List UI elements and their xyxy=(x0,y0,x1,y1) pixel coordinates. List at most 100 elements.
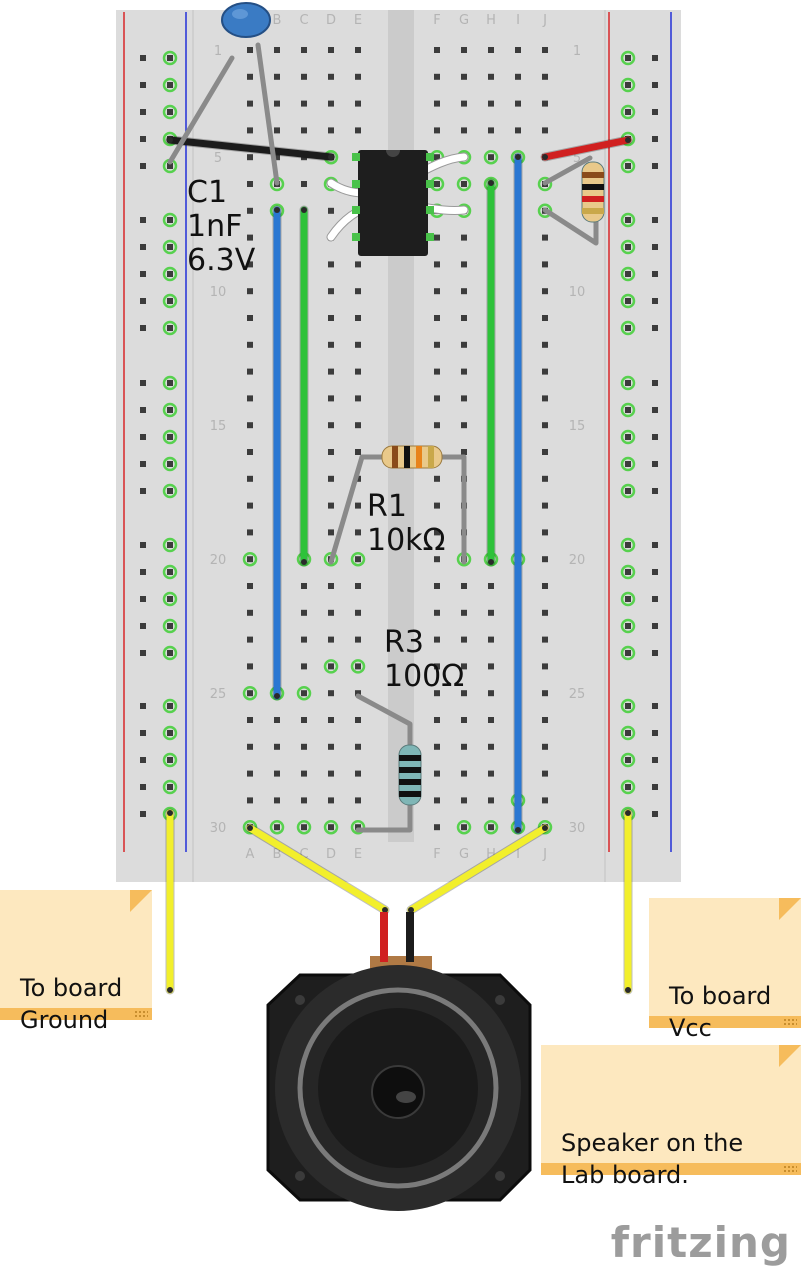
breadboard-hole xyxy=(355,368,361,375)
connected-hole-marker xyxy=(162,375,178,391)
breadboard-hole xyxy=(301,663,307,670)
note-grip xyxy=(783,1165,797,1173)
breadboard-hole xyxy=(274,154,280,161)
connected-hole-marker xyxy=(162,429,178,445)
rail-hole xyxy=(167,488,173,494)
breadboard-hole xyxy=(542,609,548,616)
rail-hole xyxy=(167,623,173,629)
rail-hole xyxy=(140,407,146,413)
r1-lead xyxy=(437,454,467,565)
breadboard-hole xyxy=(328,717,334,723)
column-label: C xyxy=(299,13,308,28)
breadboard-hole xyxy=(461,341,467,348)
row-label: 15 xyxy=(569,419,586,434)
breadboard-hole xyxy=(355,341,361,348)
capacitor-highlight xyxy=(232,9,248,19)
breadboard-hole xyxy=(461,636,467,643)
rail-hole xyxy=(625,569,631,575)
breadboard-hole xyxy=(355,717,361,723)
breadboard-hole xyxy=(247,395,253,402)
column-label: J xyxy=(542,13,547,28)
rail-hole xyxy=(140,811,146,817)
rail-hole xyxy=(140,55,146,61)
column-label: D xyxy=(326,847,336,862)
rail-hole xyxy=(167,407,173,413)
breadboard-hole xyxy=(434,288,440,295)
breadboard-hole xyxy=(355,288,361,295)
rail-hole xyxy=(652,325,658,331)
breadboard-hole xyxy=(542,690,548,697)
connected-hole-marker xyxy=(162,725,178,741)
breadboard-hole xyxy=(461,770,467,777)
breadboard-hole xyxy=(542,100,548,107)
column-label: D xyxy=(326,13,336,28)
column-label: A xyxy=(246,847,255,862)
rail-hole xyxy=(625,109,631,115)
breadboard-hole xyxy=(461,181,467,187)
wire-yellow-end xyxy=(167,987,173,993)
breadboard-hole xyxy=(328,449,334,455)
connected-hole-marker xyxy=(620,375,636,391)
breadboard-hole xyxy=(542,797,548,804)
note-speaker-text: Speaker on the Lab board. xyxy=(561,1129,744,1189)
breadboard-hole xyxy=(461,395,467,402)
rail-hole xyxy=(167,542,173,548)
breadboard-hole xyxy=(434,797,440,804)
connected-hole-marker xyxy=(620,429,636,445)
breadboard-hole xyxy=(542,341,548,348)
rail-hole xyxy=(140,623,146,629)
breadboard-hole xyxy=(542,261,548,268)
breadboard-hole xyxy=(328,207,334,214)
connected-hole-marker xyxy=(620,564,636,580)
rail-hole xyxy=(652,703,658,709)
connected-hole-marker xyxy=(350,819,366,835)
wire-blue-end xyxy=(515,154,521,160)
breadboard-hole xyxy=(301,583,307,589)
connected-hole-marker xyxy=(162,564,178,580)
breadboard-hole xyxy=(247,743,253,750)
column-label: J xyxy=(542,847,547,862)
capacitor-lead xyxy=(255,42,280,186)
wire-yellow-end xyxy=(408,907,414,913)
rail-hole xyxy=(625,271,631,277)
connected-hole-marker xyxy=(620,698,636,714)
breadboard-hole xyxy=(328,529,334,536)
breadboard-hole xyxy=(434,261,440,268)
breadboard-hole xyxy=(461,583,467,589)
r3-label: R3 100Ω xyxy=(384,625,465,694)
ic-notch xyxy=(386,150,400,157)
breadboard-hole xyxy=(542,770,548,777)
rail-hole xyxy=(625,542,631,548)
breadboard-hole xyxy=(488,717,494,723)
row-label: 1 xyxy=(573,44,581,59)
breadboard-hole xyxy=(301,73,307,80)
resistor-r2-band xyxy=(582,184,604,190)
rail-hole xyxy=(140,461,146,467)
wire-black xyxy=(166,136,335,161)
wire-yellow xyxy=(246,824,389,914)
breadboard-hole xyxy=(355,47,361,53)
rail-hole xyxy=(652,82,658,88)
rail-hole xyxy=(167,217,173,223)
breadboard-hole xyxy=(355,743,361,750)
breadboard-hole xyxy=(434,770,440,777)
wire-yellow-end xyxy=(542,825,548,831)
rail-hole xyxy=(625,217,631,223)
connected-hole-marker xyxy=(620,293,636,309)
connected-hole-marker xyxy=(296,819,312,835)
connected-hole-marker xyxy=(620,104,636,120)
column-label: B xyxy=(273,13,282,28)
ic-pin xyxy=(426,180,434,188)
rail-hole xyxy=(652,461,658,467)
breadboard-hole xyxy=(274,770,280,777)
breadboard-hole xyxy=(247,690,253,697)
rail-hole xyxy=(140,596,146,602)
breadboard-hole xyxy=(461,663,467,670)
breadboard-hole xyxy=(488,824,494,831)
rail-hole xyxy=(652,109,658,115)
breadboard-hole xyxy=(542,47,548,53)
row-label: 10 xyxy=(569,285,586,300)
rail-hole xyxy=(140,784,146,790)
column-label: E xyxy=(354,847,362,862)
rail-hole xyxy=(140,244,146,250)
